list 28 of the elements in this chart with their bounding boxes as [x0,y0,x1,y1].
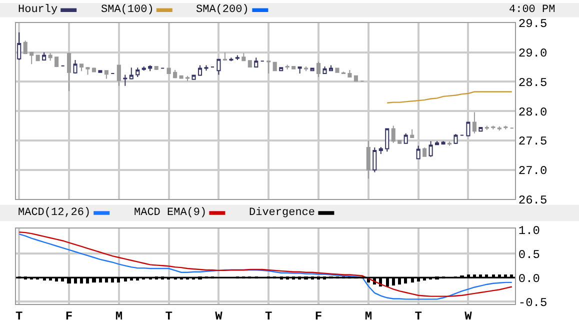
y-tick-label: 26.5 [518,193,548,208]
legend-label: Divergence [249,207,316,219]
legend-label: SMA(200) [196,4,249,16]
legend-label: Hourly [18,4,58,16]
legend-label: MACD EMA(9) [134,207,207,219]
x-tick-label: T [265,309,272,324]
legend-label: SMA(100) [101,4,154,16]
y-tick-label: 27.5 [518,134,548,149]
text: 4:00 PM [509,4,556,16]
y-tick-label: 29.5 [518,17,548,32]
y-tick-label: 28.5 [518,76,548,90]
x-tick-label: W [215,309,224,324]
y-tick-label: 27.0 [518,164,548,178]
y-tick-label: 29.0 [518,46,548,61]
y-tick-label: 28.0 [518,105,548,120]
x-tick-label: F [314,309,322,324]
x-tick-label: F [65,309,73,324]
y-tick-label: 1.0 [518,224,540,238]
x-tick-label: W [464,309,473,324]
y-tick-label: 0.0 [518,272,540,286]
y-tick-label: 0.5 [518,248,540,262]
x-tick-label: M [115,309,123,324]
legend-label: MACD(12,26) [18,207,91,219]
x-tick-label: T [414,309,422,324]
x-tick-label: M [364,309,372,324]
y-tick-label: -0.5 [518,296,548,310]
x-tick-label: T [16,309,23,324]
x-tick-label: T [165,309,172,324]
